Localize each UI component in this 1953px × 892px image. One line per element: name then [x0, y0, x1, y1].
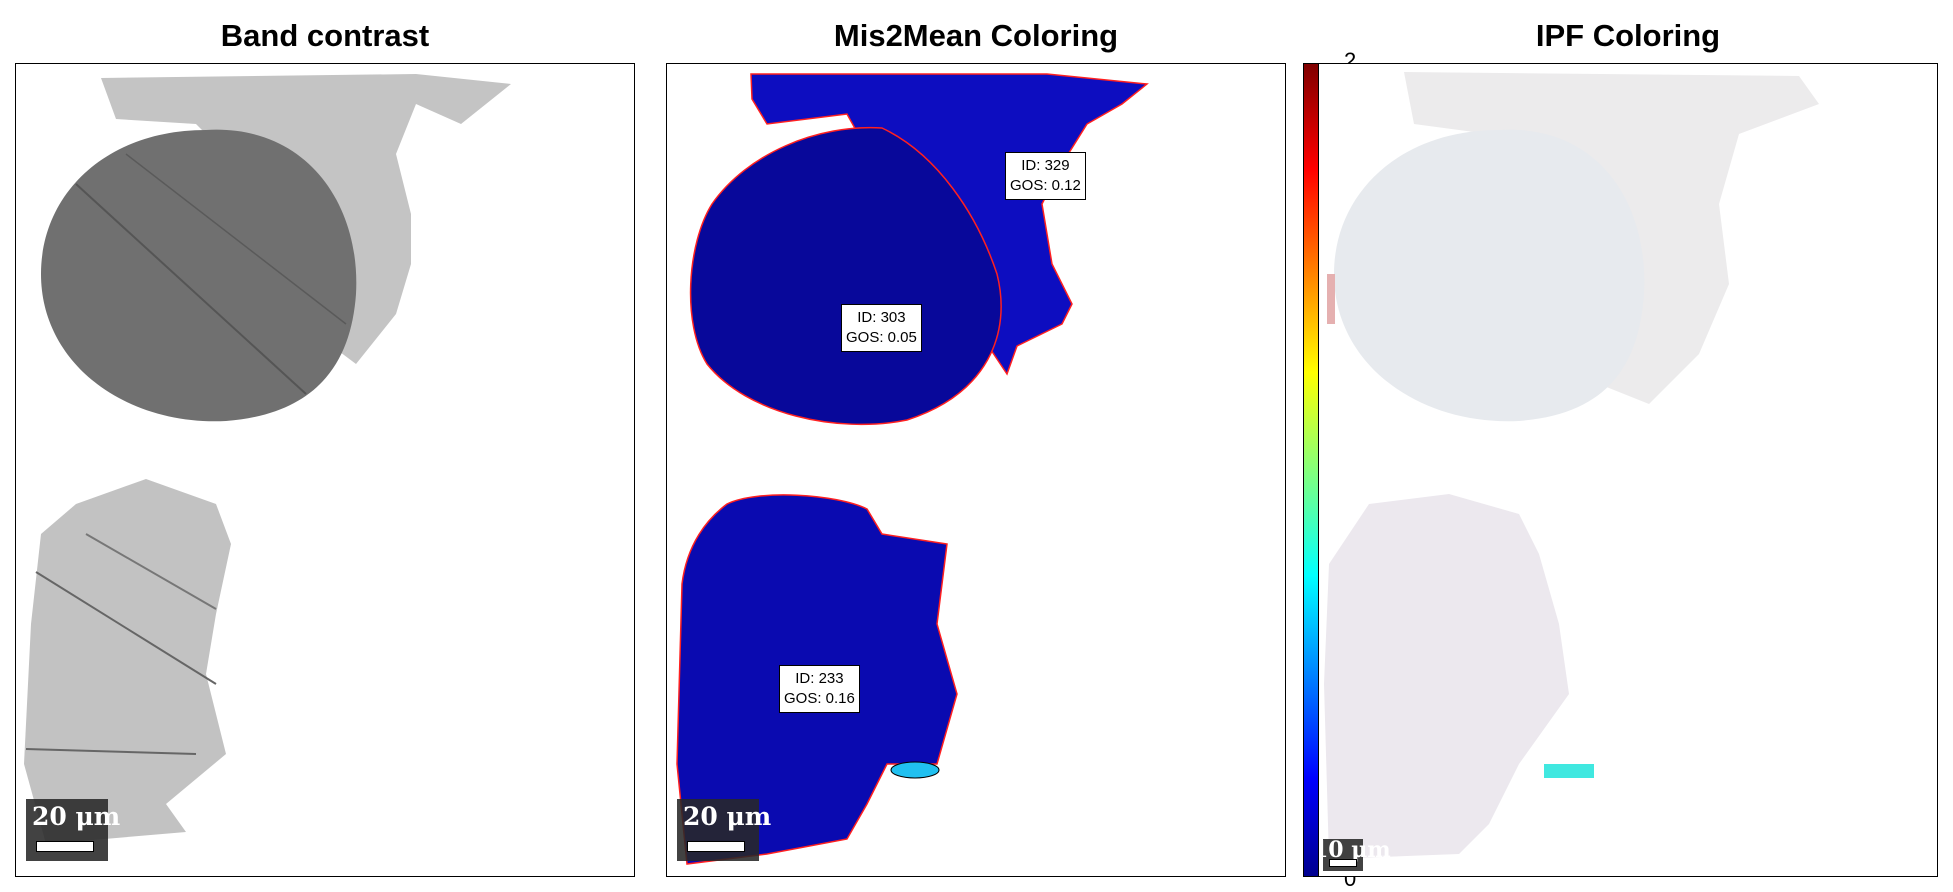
ipf-lower-grain — [1324, 494, 1569, 859]
band-scalebar-label: 20 μm — [32, 802, 121, 831]
band-scalebar: 20 μm — [26, 799, 120, 861]
grain-label-303: ID: 303 GOS: 0.05 — [841, 304, 922, 352]
band-contrast-map: 20 μm — [15, 63, 635, 877]
band-contrast-title: Band contrast — [220, 18, 430, 53]
ipf-map: 10 μm — [1318, 63, 1938, 877]
ipf-scalebar-label: 10 μm — [1318, 837, 1391, 863]
grain-329-id: ID: 329 — [1021, 157, 1070, 174]
ipf-scalebar-bar — [1329, 859, 1357, 867]
ipf-scalebar: 10 μm — [1319, 837, 1391, 871]
grain-label-233: ID: 233 GOS: 0.16 — [779, 665, 860, 713]
mis2mean-image — [676, 73, 1149, 865]
grain-329-gos: GOS: 0.12 — [1010, 177, 1081, 194]
mis2mean-map: 20 μm ID: 329 GOS: 0.12 ID: 303 GOS: 0.0… — [666, 63, 1286, 877]
grain-303-gos: GOS: 0.05 — [846, 329, 917, 346]
band-lower-grain — [24, 479, 231, 844]
ipf-image — [1324, 72, 1819, 859]
grain-233-id: ID: 233 — [795, 670, 844, 687]
grain-233-gos: GOS: 0.16 — [784, 690, 855, 707]
band-scalebar-bar — [36, 841, 94, 852]
band-contrast-image — [24, 74, 511, 844]
mis2mean-scalebar: 20 μm — [677, 799, 771, 861]
mis2mean-small-grain — [890, 761, 940, 779]
mis2mean-scalebar-label: 20 μm — [683, 802, 772, 831]
mis2mean-grain-303 — [689, 126, 1002, 426]
ipf-round-grain — [1334, 129, 1645, 422]
band-round-grain — [41, 129, 357, 422]
mis2mean-title: Mis2Mean Coloring — [833, 18, 1119, 53]
grain-label-329: ID: 329 GOS: 0.12 — [1005, 152, 1086, 200]
ipf-title: IPF Coloring — [1535, 18, 1721, 53]
grain-303-id: ID: 303 — [857, 309, 906, 326]
mis2mean-scalebar-bar — [687, 841, 745, 852]
